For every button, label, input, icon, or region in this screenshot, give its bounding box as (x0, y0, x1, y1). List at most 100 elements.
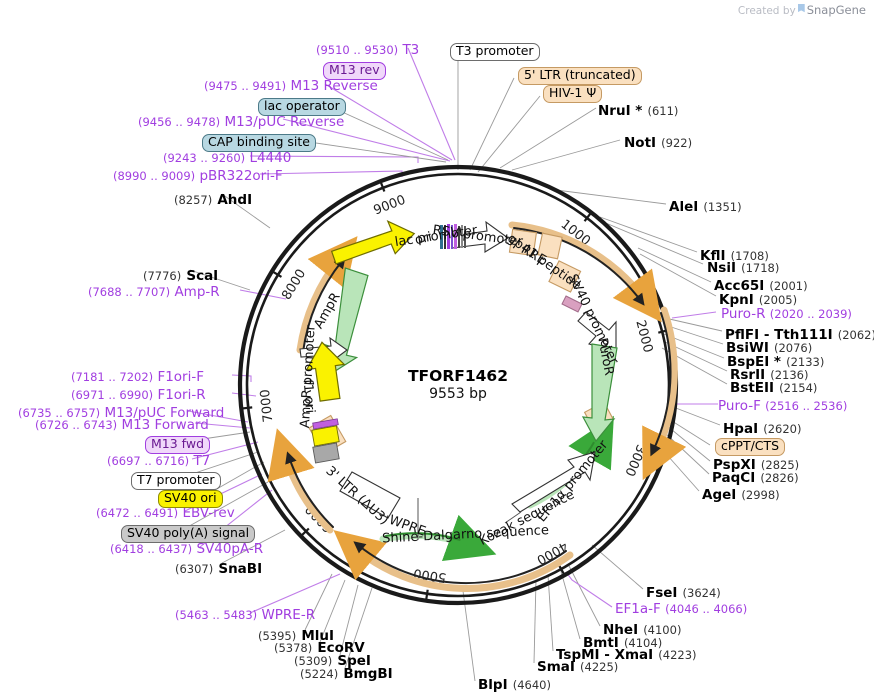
watermark-brand: SnapGene (806, 3, 866, 17)
feature-cluster-top (440, 224, 466, 249)
enzyme-position: (2005) (758, 293, 798, 307)
enzyme-label[interactable]: (5309) SpeI (294, 652, 371, 669)
tick-mark (270, 269, 283, 278)
enzyme-label[interactable]: RsrII (2136) (730, 366, 808, 383)
primer-label[interactable]: (8990 .. 9009) pBR322ori-F (113, 168, 283, 184)
enzyme-position: (922) (661, 136, 693, 150)
feature-badge[interactable]: CAP binding site (202, 133, 316, 152)
enzyme-label[interactable]: (8257) AhdI (174, 191, 252, 208)
enzyme-position: (4100) (643, 623, 682, 637)
enzyme-position: (5395) (258, 629, 297, 643)
feature-f1-ori (305, 341, 346, 402)
feature-badge[interactable]: cPPT/CTS (715, 437, 786, 456)
feature-badge[interactable]: 5' LTR (truncated) (518, 66, 642, 85)
tick-label: 3000 (621, 442, 648, 478)
enzyme-label[interactable]: NruI * (611) (598, 102, 678, 119)
feature-badge[interactable]: HIV-1 Ψ (543, 84, 603, 103)
primer-label[interactable]: (9510 .. 9530) T3 (316, 42, 420, 58)
enzyme-name: EcoRV (317, 640, 365, 656)
primer-label[interactable]: (5463 .. 5483) WPRE-R (175, 608, 315, 623)
primer-range: (9243 .. 9260) (163, 151, 246, 165)
watermark-prefix: Created by (737, 5, 796, 17)
enzyme-label[interactable]: HpaI (2620) (723, 420, 801, 437)
primer-label[interactable]: (6472 .. 6491) EBV-rev (96, 506, 235, 521)
enzyme-label[interactable]: (5378) EcoRV (274, 639, 365, 656)
primer-label[interactable]: (6418 .. 6437) SV40pA-R (110, 541, 264, 557)
feature-badge[interactable]: M13 rev (323, 61, 386, 80)
enzyme-label[interactable]: BlpI (4640) (478, 676, 551, 693)
enzyme-name: PspXI (713, 457, 756, 473)
enzyme-label[interactable]: KflI (1708) (700, 247, 769, 264)
enzyme-position: (5224) (300, 667, 339, 681)
enzyme-label[interactable]: BsiWI (2076) (726, 339, 812, 356)
enzyme-position: (1351) (703, 200, 742, 214)
feature-badge[interactable]: M13 fwd (145, 435, 211, 454)
enzyme-label[interactable]: BstEII (2154) (730, 379, 817, 396)
enzyme-name: NotI (624, 135, 657, 151)
enzyme-label[interactable]: NsiI (1718) (707, 259, 779, 276)
enzyme-label[interactable]: TspMI - XmaI (4223) (556, 646, 697, 663)
enzyme-label[interactable]: (5395) MluI (258, 627, 334, 644)
enzyme-label[interactable]: (5224) BmgBI (300, 665, 393, 682)
enzyme-name: KpnI (719, 292, 754, 308)
feature-badge[interactable]: SV40 ori (158, 489, 223, 508)
primer-label[interactable]: (9456 .. 9478) M13/pUC Reverse (138, 115, 344, 130)
feature-badge-text: 5' LTR (truncated) (518, 67, 642, 85)
enzyme-label[interactable]: SmaI (4225) (537, 658, 618, 675)
enzyme-label[interactable]: Acc65I (2001) (714, 277, 808, 294)
enzyme-label[interactable]: KpnI (2005) (719, 291, 797, 308)
enzyme-label[interactable]: BspEI * (2133) (727, 353, 824, 370)
feature-badge-text: CAP binding site (202, 134, 316, 152)
tick-label: 9000 (372, 193, 408, 219)
primer-label[interactable]: EF1a-F (4046 .. 4066) (615, 602, 747, 617)
enzyme-label[interactable]: (6307) SnaBI (175, 560, 262, 577)
primer-label[interactable]: (6697 .. 6716) T7 (107, 454, 210, 469)
enzyme-position: (4225) (580, 660, 619, 674)
feature-badge[interactable]: T3 promoter (450, 42, 540, 61)
enzyme-label[interactable]: (7776) ScaI (143, 267, 218, 284)
enzyme-name: SnaBI (218, 561, 263, 577)
primer-label[interactable]: Puro-F (2516 .. 2536) (718, 399, 847, 414)
enzyme-name: ScaI (186, 268, 219, 284)
primer-range: (9510 .. 9530) (316, 43, 399, 57)
primer-label[interactable]: (6726 .. 6743) M13 Forward (35, 418, 209, 433)
feature-badge-text: T3 promoter (450, 43, 540, 61)
enzyme-label[interactable]: BmtI (4104) (583, 634, 662, 651)
primer-name: pBR322ori-F (199, 168, 283, 184)
primer-label[interactable]: (6735 .. 6757) M13/pUC Forward (18, 406, 224, 421)
primer-label[interactable]: (7181 .. 7202) F1ori-F (71, 370, 204, 385)
enzyme-name: TspMI - XmaI (556, 647, 654, 663)
feature-badge[interactable]: lac operator (258, 97, 346, 116)
tick-mark (379, 179, 386, 192)
feature-badge-text: M13 fwd (145, 436, 211, 454)
tick-label: 7000 (258, 389, 276, 424)
enzyme-name: AgeI (702, 487, 737, 503)
primer-label[interactable]: Puro-R (2020 .. 2039) (721, 307, 852, 322)
enzyme-label[interactable]: PspXI (2825) (713, 456, 799, 473)
enzyme-label[interactable]: PaqCI (2826) (712, 469, 799, 486)
primer-label[interactable]: (9475 .. 9491) M13 Reverse (204, 78, 378, 94)
snapgene-watermark: Created by SnapGene (738, 3, 866, 17)
enzyme-name: MluI (301, 628, 335, 644)
enzyme-position: (1718) (741, 261, 780, 275)
enzyme-position: (7776) (143, 269, 182, 283)
enzyme-label[interactable]: PflFI - Tth111I (2062) (725, 326, 874, 343)
primer-label[interactable]: (7688 .. 7707) Amp-R (88, 285, 220, 300)
enzyme-label[interactable]: AgeI (2998) (702, 486, 780, 503)
primer-name: SV40pA-R (196, 541, 264, 557)
tick-mark (583, 211, 593, 222)
enzyme-label[interactable]: FseI (3624) (646, 584, 721, 601)
primer-label[interactable]: (6971 .. 6990) F1ori-R (71, 388, 206, 403)
primer-label[interactable]: (9243 .. 9260) L4440 (163, 151, 291, 166)
feature-ef1a-promoter-arrow (511, 451, 596, 513)
feature-peach-boxes (308, 228, 615, 455)
enzyme-label[interactable]: AleI (1351) (669, 198, 742, 215)
feature-badge[interactable]: T7 promoter (131, 471, 221, 490)
feature-gp41-marker (561, 295, 583, 313)
feature-badge[interactable]: SV40 poly(A) signal (121, 524, 256, 543)
feature-badge-text: lac operator (258, 98, 346, 116)
primer-name: T3 (402, 42, 420, 58)
enzyme-label[interactable]: NotI (922) (624, 134, 692, 151)
enzyme-label[interactable]: NheI (4100) (603, 621, 681, 638)
primer-name: M13 Reverse (290, 78, 378, 94)
